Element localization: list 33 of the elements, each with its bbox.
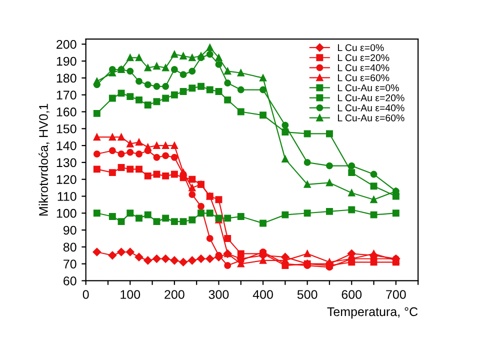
legend-label: L Cu ε=40%	[338, 64, 390, 72]
y-tick-label: 80	[63, 242, 76, 252]
y-tick-label: 170	[56, 90, 76, 100]
x-tick-label: 400	[252, 290, 273, 299]
x-tick-label: 300	[208, 290, 229, 299]
x-tick-label: 200	[164, 290, 184, 299]
x-tick-label: 600	[342, 290, 362, 299]
y-tick-label: 180	[56, 74, 76, 83]
y-tick-label: 70	[64, 260, 76, 268]
y-tick-label: 190	[56, 56, 76, 66]
y-tick-label: 110	[58, 192, 76, 201]
y-tick-label: 100	[56, 208, 76, 218]
y-tick-label: 200	[56, 40, 76, 49]
x-tick-label: 0	[82, 290, 89, 299]
legend-label: L Cu ε=60%	[338, 74, 390, 82]
legend-label: L Cu-Au ε=40%	[338, 104, 404, 112]
legend-label: L Cu ε=20%	[338, 54, 390, 62]
y-axis-title: Mikrotvrdoća, HV0,1	[38, 104, 50, 216]
legend-label: L Cu-Au ε=0%	[338, 84, 399, 92]
y-tick-label: 150	[56, 124, 76, 134]
y-tick-label: 60	[64, 276, 76, 286]
y-tick-label: 130	[56, 158, 76, 168]
y-tick-label: 120	[56, 175, 76, 184]
y-tick-label: 90	[64, 226, 76, 235]
x-tick-label: 500	[297, 290, 318, 299]
x-tick-label: 100	[120, 290, 140, 299]
y-tick-label: 160	[56, 108, 76, 116]
x-tick-label: 700	[386, 290, 406, 299]
x-axis-title: Temperatura, °C	[327, 307, 418, 319]
legend-label: L Cu-Au ε=20%	[338, 94, 404, 102]
legend-label: L Cu ε=0%	[338, 44, 384, 52]
legend-label: L Cu-Au ε=60%	[338, 114, 404, 122]
y-tick-label: 140	[56, 141, 76, 150]
